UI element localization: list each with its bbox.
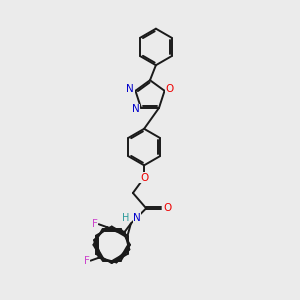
Text: O: O <box>166 84 174 94</box>
Text: N: N <box>126 84 134 94</box>
Text: F: F <box>92 219 98 229</box>
Text: O: O <box>140 173 148 183</box>
Text: F: F <box>83 256 89 266</box>
Text: O: O <box>164 203 172 213</box>
Text: N: N <box>133 213 141 223</box>
Text: H: H <box>122 213 129 223</box>
Text: N: N <box>132 104 140 114</box>
